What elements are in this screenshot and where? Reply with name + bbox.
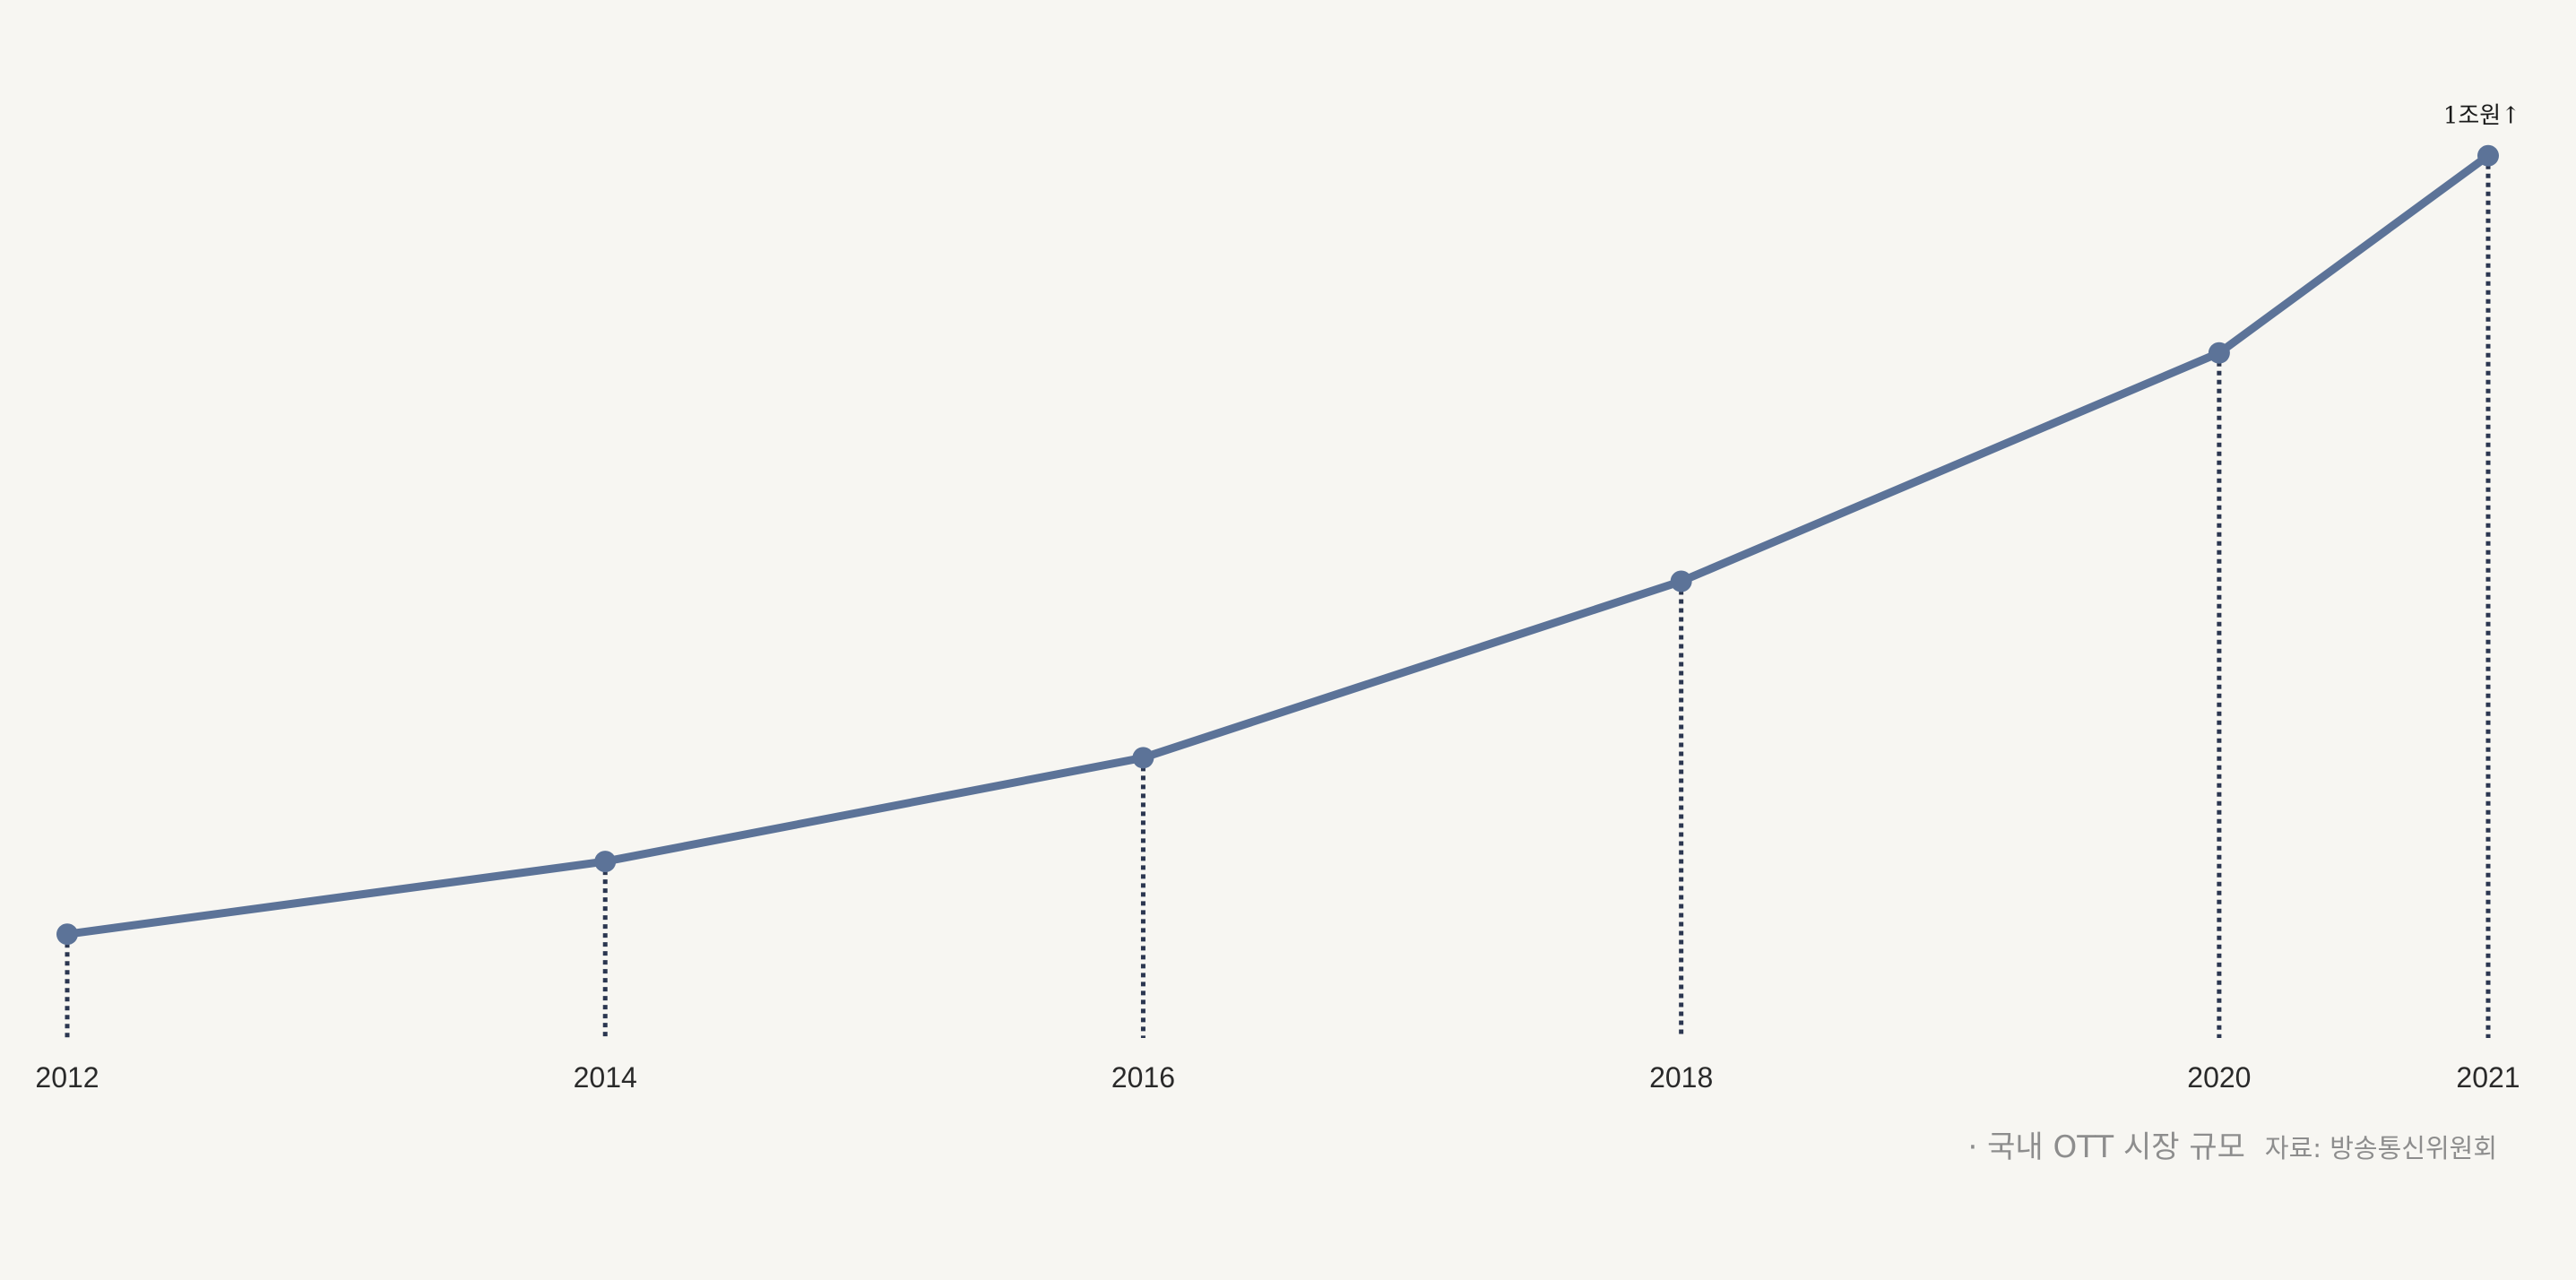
x-tick-label-2020: 2020	[2187, 1061, 2251, 1094]
value-annotation: 1조원↑	[2443, 103, 2520, 130]
x-tick-label-2014: 2014	[574, 1061, 637, 1094]
series-line	[63, 151, 2493, 938]
x-tick-label-2021: 2021	[2456, 1061, 2520, 1094]
caption-title: · 국내 OTT 시장 규모	[1967, 1129, 2245, 1165]
x-tick-label-2018: 2018	[1649, 1061, 1713, 1094]
chart-caption: · 국내 OTT 시장 규모 자료: 방송통신위원회	[1967, 1122, 2497, 1166]
data-point-2014	[594, 851, 617, 873]
annotations: 1조원↑	[2443, 103, 2520, 130]
drop-lines	[65, 155, 2491, 1038]
data-point-2016	[1132, 747, 1154, 769]
data-points	[56, 144, 2499, 946]
data-point-2021	[2477, 144, 2499, 167]
x-tick-label-2016: 2016	[1111, 1061, 1175, 1094]
x-axis-labels: 2012 2014 2016 2018 2020 2021	[35, 1061, 2520, 1094]
caption-source: 자료: 방송통신위원회	[2264, 1133, 2497, 1163]
data-point-2020	[2208, 342, 2230, 364]
data-point-2018	[1670, 570, 1692, 592]
x-tick-label-2012: 2012	[35, 1061, 99, 1094]
data-point-2012	[56, 923, 78, 946]
